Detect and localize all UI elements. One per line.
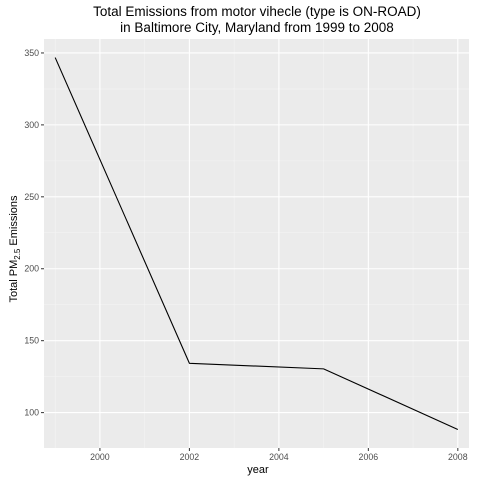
x-tick-label: 2006 [359,452,379,462]
chart-title: Total Emissions from motor vihecle (type… [93,4,421,19]
x-tick-label: 2004 [269,452,289,462]
chart-subtitle: in Baltimore City, Maryland from 1999 to… [120,20,394,35]
x-tick-label: 2008 [448,452,468,462]
y-tick-label: 200 [24,264,39,274]
plot-panel [44,39,469,448]
minor-gridlines [44,39,469,448]
y-tick-label: 350 [24,48,39,58]
x-axis-title: year [247,464,269,476]
y-axis-title-prefix: Total PM [8,260,20,303]
y-tick-label: 250 [24,192,39,202]
x-tick-label: 2002 [180,452,200,462]
major-gridlines [44,39,469,448]
y-axis-ticks: 100 150 200 250 300 350 [24,48,44,418]
y-tick-label: 100 [24,408,39,418]
y-tick-label: 300 [24,120,39,130]
series-layer [54,57,459,430]
y-axis-title-subscript: 2.5 [13,248,22,260]
y-tick-label: 150 [24,336,39,346]
y-axis-title-suffix: Emissions [8,195,20,249]
x-tick-label: 2000 [90,452,110,462]
y-axis-title: Total PM2.5 Emissions [8,195,22,303]
series-line [54,57,459,430]
x-axis-ticks: 2000 2002 2004 2006 2008 [90,448,468,462]
